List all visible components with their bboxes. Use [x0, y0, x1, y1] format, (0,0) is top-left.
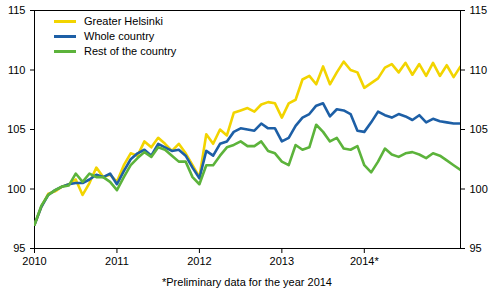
svg-text:115: 115: [470, 4, 488, 16]
svg-text:2011: 2011: [105, 255, 129, 267]
svg-text:95: 95: [13, 242, 25, 254]
svg-text:95: 95: [470, 242, 482, 254]
svg-text:2014*: 2014*: [350, 255, 379, 267]
html-text:Greater Helsinki: Greater Helsinki: [84, 15, 163, 27]
html-text:Rest of the country: Rest of the country: [84, 45, 177, 57]
svg-text:105: 105: [7, 123, 25, 135]
html-text:Whole country: Whole country: [84, 30, 155, 42]
svg-text:100: 100: [470, 183, 488, 195]
svg-text:2010: 2010: [22, 255, 46, 267]
svg-text:2013: 2013: [270, 255, 294, 267]
svg-text:110: 110: [8, 64, 26, 76]
svg-text:2012: 2012: [187, 255, 211, 267]
svg-text:115: 115: [8, 4, 26, 16]
svg-text:110: 110: [470, 64, 488, 76]
svg-text:100: 100: [7, 183, 25, 195]
html-text:*Preliminary data for the year: *Preliminary data for the year 2014: [162, 276, 332, 288]
svg-text:105: 105: [470, 123, 488, 135]
